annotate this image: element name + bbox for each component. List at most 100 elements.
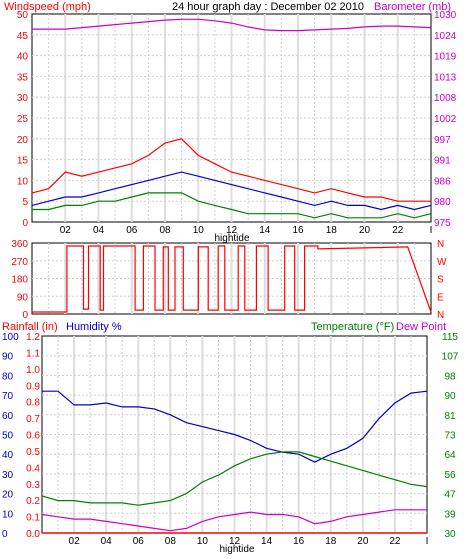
temperature-tick: 115 xyxy=(442,332,458,343)
humidity-tick: 40 xyxy=(2,450,14,461)
humidity-tick: 100 xyxy=(2,332,19,343)
wind-series-average xyxy=(31,171,432,211)
rain-tick: 1.1 xyxy=(26,348,40,359)
wind-left-tick: 15 xyxy=(17,156,29,167)
direction-right-tick: W xyxy=(437,257,447,268)
wind-series-gust xyxy=(31,138,431,202)
wind-right-tick: 1030 xyxy=(434,10,457,21)
climate-x-tick: 16 xyxy=(293,536,305,547)
wind-x-tick: 02 xyxy=(60,225,72,236)
temperature-tick: 73 xyxy=(444,431,456,442)
climate-series xyxy=(41,390,428,534)
humidity-tick: 90 xyxy=(2,352,14,363)
wind-left-tick: 35 xyxy=(17,72,29,83)
wind-right-tick: 986 xyxy=(434,176,451,187)
temperature-tick: 90 xyxy=(444,391,456,402)
humidity-axis-label: Humidity % xyxy=(66,321,122,333)
wind-series-low xyxy=(32,192,432,219)
wind-right-tick: 1008 xyxy=(434,93,457,104)
climate-x-tick: 18 xyxy=(325,536,337,547)
humidity-tick: 10 xyxy=(2,509,14,520)
humidity-tick: 30 xyxy=(2,470,14,481)
wind-right-tick: 980 xyxy=(434,197,451,208)
climate-x-tick: 12 xyxy=(229,536,241,547)
humidity-tick: 0 xyxy=(2,529,8,540)
direction-left-tick: 90 xyxy=(17,292,29,303)
wind-right-tick: 975 xyxy=(434,218,451,229)
humidity-tick: 50 xyxy=(2,431,14,442)
rain-tick: 0.6 xyxy=(26,431,40,442)
wind-x-ticks: 02 04 06 08 10 12 14 16 18 20 22 I xyxy=(60,225,433,236)
climate-x-tick: 02 xyxy=(69,536,81,547)
wind-right-ticks: 975 980 986 991 997 1002 1008 1013 1019 1024 1030 xyxy=(434,10,457,229)
humidity-tick: 70 xyxy=(2,391,14,402)
temperature-ticks: 30 39 47 56 64 73 81 90 98 107 115 xyxy=(442,332,459,540)
direction-left-tick: 180 xyxy=(11,275,28,286)
temperature-tick: 64 xyxy=(444,450,456,461)
rain-tick: 0.2 xyxy=(26,496,40,507)
climate-series-temperature xyxy=(41,451,428,506)
temperature-tick: 30 xyxy=(444,529,456,540)
barometer-axis-label: Barometer (mb) xyxy=(374,1,451,13)
wind-x-tick: 06 xyxy=(126,225,138,236)
climate-x-tick: 04 xyxy=(101,536,113,547)
windspeed-axis-label: Windspeed (mph) xyxy=(4,1,91,13)
wind-series xyxy=(31,18,432,219)
wind-right-tick: 1002 xyxy=(434,114,457,125)
wind-left-tick: 20 xyxy=(17,135,29,146)
direction-right-tick: E xyxy=(437,292,444,303)
wind-x-tick: 04 xyxy=(93,225,105,236)
wind-x-tick: 18 xyxy=(326,225,338,236)
temperature-tick: 81 xyxy=(444,411,456,422)
direction-left-tick: 270 xyxy=(11,257,28,268)
climate-x-tick: 20 xyxy=(357,536,369,547)
climate-series-humidity xyxy=(42,390,428,463)
direction-right-tick: N xyxy=(437,310,444,321)
temperature-tick: 39 xyxy=(444,509,456,520)
wind-x-tick: 10 xyxy=(193,225,205,236)
climate-series-dewpoint xyxy=(41,509,427,532)
wind-x-tick: 08 xyxy=(159,225,171,236)
wind-right-tick: 991 xyxy=(434,156,451,167)
direction-right-tick: N xyxy=(437,239,444,250)
temperature-tick: 56 xyxy=(444,470,456,481)
rain-tick: 0.7 xyxy=(26,414,40,425)
chart-title: 24 hour graph day : December 02 2010 xyxy=(172,1,364,13)
direction-series-line xyxy=(32,245,432,313)
rain-tick: 0.8 xyxy=(26,398,40,409)
direction-left-ticks: 0 90 180 270 360 xyxy=(11,239,28,321)
climate-x-tick: 06 xyxy=(133,536,145,547)
wind-left-tick: 25 xyxy=(17,114,29,125)
rainfall-axis-label: Rainfall (in) xyxy=(2,321,58,333)
wind-grid xyxy=(32,14,431,222)
humidity-tick: 60 xyxy=(2,411,14,422)
wind-right-tick: 1024 xyxy=(434,31,457,42)
wind-x-tick: 22 xyxy=(392,225,404,236)
rain-tick: 0.3 xyxy=(26,480,40,491)
rain-tick: 1.2 xyxy=(26,332,40,343)
direction-left-tick: 360 xyxy=(11,239,28,250)
direction-series xyxy=(32,245,432,313)
rain-tick: 0.0 xyxy=(26,529,40,540)
wind-series-barometer xyxy=(32,18,432,32)
wind-left-tick: 5 xyxy=(22,197,28,208)
wind-left-tick: 30 xyxy=(17,93,29,104)
rain-ticks: 0.0 0.1 0.2 0.3 0.4 0.5 0.6 0.7 0.8 0.9 1.0 1.1 1.2 xyxy=(26,332,40,540)
wind-x-tick: 14 xyxy=(259,225,271,236)
rain-tick: 0.1 xyxy=(26,513,40,524)
wind-x-tick: I xyxy=(430,225,433,236)
wind-left-tick: 10 xyxy=(17,176,29,187)
wind-x-tick: 12 xyxy=(226,225,238,236)
climate-x-ticks: 02 04 06 08 10 12 14 16 18 20 22 I xyxy=(69,536,429,547)
temperature-tick: 47 xyxy=(444,490,456,501)
climate-x-tick: 22 xyxy=(389,536,401,547)
wind-left-tick: 0 xyxy=(22,218,28,229)
wind-left-tick: 40 xyxy=(17,52,29,63)
wind-right-tick: 997 xyxy=(434,135,451,146)
climate-x-tick: 08 xyxy=(165,536,177,547)
wind-left-tick: 45 xyxy=(17,31,29,42)
wind-x-tick: 20 xyxy=(359,225,371,236)
rain-tick: 1.0 xyxy=(26,365,40,376)
